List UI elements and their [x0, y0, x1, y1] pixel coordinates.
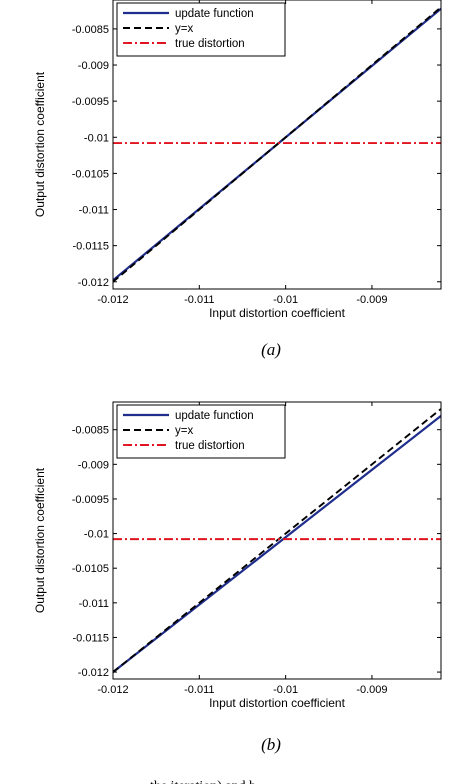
series-line-y-x — [113, 408, 441, 673]
legend-box — [116, 2, 286, 57]
legend-label: true distortion — [175, 38, 245, 50]
legend: update function y=x true distortion — [116, 404, 286, 459]
chart-panel-1: -0.012 -0.011 -0.01 -0.009 -0.012 -0.0115 -0.0… — [33, 0, 442, 359]
legend-box — [116, 404, 286, 459]
series-line-y-x — [113, 6, 441, 283]
x-axis-label: Input distortion coefficient — [209, 306, 346, 320]
y-axis-label: Output distortion coefficient — [33, 71, 47, 217]
y-tick-label: -0.0095 — [72, 494, 109, 506]
x-tick-label: -0.011 — [184, 294, 214, 306]
legend-label: update function — [175, 8, 254, 20]
axes-frame — [112, 401, 442, 680]
x-tick-label: -0.011 — [184, 684, 214, 696]
y-tick-label: -0.0115 — [73, 241, 110, 253]
legend: update function y=x true distortion — [116, 2, 286, 57]
y-tick-label: -0.009 — [78, 459, 109, 471]
x-tick-label: -0.01 — [273, 684, 298, 696]
y-tick-label: -0.011 — [79, 598, 109, 610]
panel-caption: (a) — [261, 340, 281, 359]
x-tick-label: -0.009 — [356, 294, 387, 306]
y-tick-label: -0.0105 — [72, 563, 109, 575]
y-tick-label: -0.0115 — [73, 632, 110, 644]
y-tick-label: -0.009 — [78, 60, 109, 72]
chart-panel-2: -0.012 -0.011 -0.01 -0.009 -0.012 -0.0115 -0.0… — [33, 401, 442, 754]
y-tick-label: -0.0085 — [72, 425, 109, 437]
y-tick-label: -0.012 — [78, 667, 109, 679]
x-axis-label: Input distortion coefficient — [209, 696, 346, 710]
y-tick-label: -0.01 — [84, 529, 109, 541]
x-tick-label: -0.01 — [273, 294, 298, 306]
y-tick-label: -0.0105 — [72, 168, 109, 180]
y-tick-label: -0.0095 — [72, 96, 109, 108]
legend-label: y=x — [175, 23, 193, 35]
y-axis-label: Output distortion coefficient — [33, 467, 47, 613]
legend-label: true distortion — [175, 440, 245, 452]
x-tick-label: -0.012 — [97, 294, 128, 306]
x-tick-label: -0.009 — [356, 684, 387, 696]
y-tick-label: -0.01 — [84, 132, 109, 144]
legend-label: update function — [175, 410, 254, 422]
y-tick-label: -0.0085 — [72, 24, 109, 36]
y-tick-label: -0.012 — [78, 277, 109, 289]
page-text-fragment: the iteration) and b — [150, 779, 256, 784]
x-tick-label: -0.012 — [97, 684, 128, 696]
axes-frame — [112, 0, 442, 290]
legend-label: y=x — [175, 425, 193, 437]
panel-caption: (b) — [261, 735, 281, 754]
y-tick-label: -0.011 — [79, 205, 109, 217]
